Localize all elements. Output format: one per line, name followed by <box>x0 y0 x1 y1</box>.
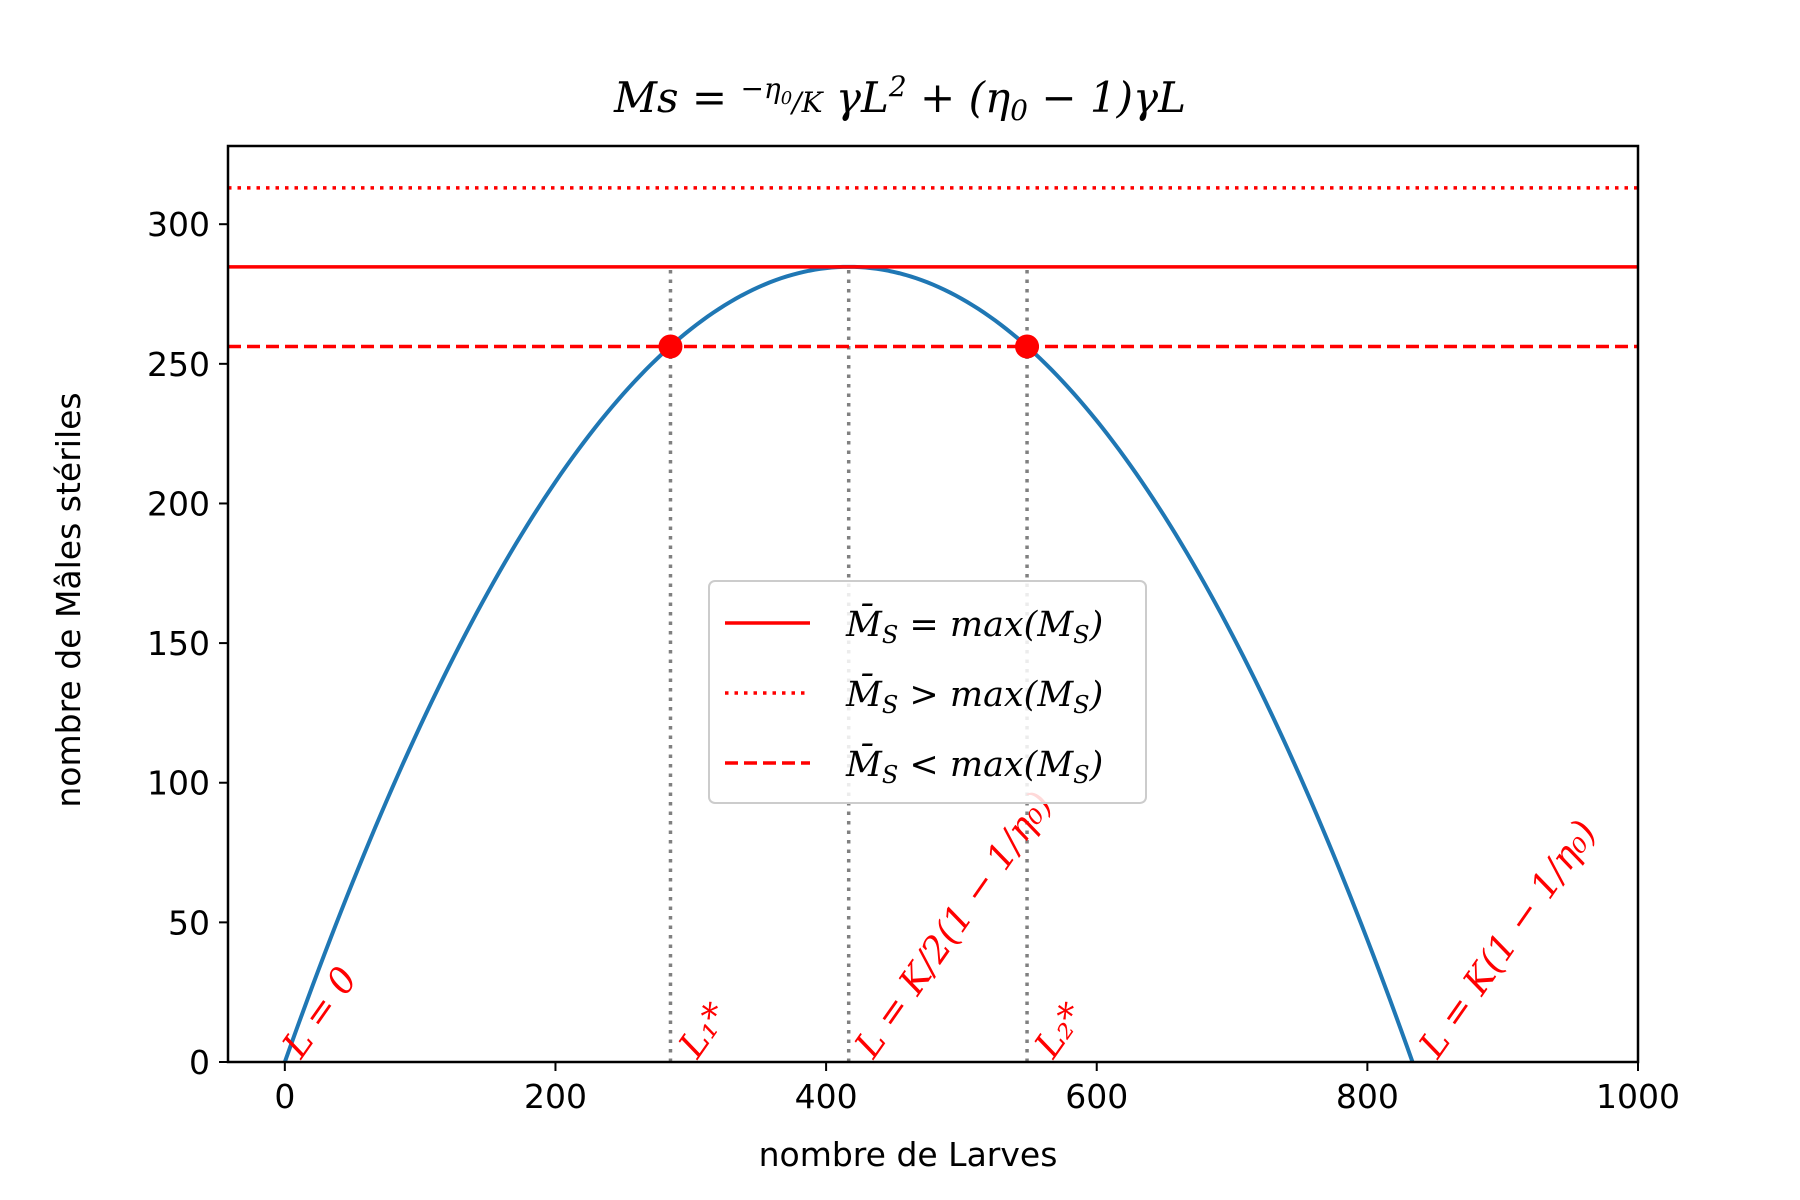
x-tick-label-200: 200 <box>524 1077 587 1116</box>
y-axis-label: nombre de Mâles stériles <box>49 392 88 807</box>
x-tick-label-1000: 1000 <box>1596 1077 1680 1116</box>
legend-label-equal: M̄S = max(MS) <box>845 603 1103 649</box>
legend-label-greater: M̄S > max(MS) <box>845 673 1103 719</box>
legend: M̄S = max(MS) M̄S > max(MS) M̄S < max(MS… <box>708 580 1147 804</box>
legend-label-less: M̄S < max(MS) <box>845 743 1103 789</box>
x-tick-label-800: 800 <box>1336 1077 1399 1116</box>
y-tick-label-0: 0 <box>189 1043 210 1082</box>
y-tick-label-200: 200 <box>147 484 210 523</box>
y-tick-label-150: 150 <box>147 624 210 663</box>
axes-frame <box>226 144 1640 1064</box>
x-tick-label-600: 600 <box>1065 1077 1128 1116</box>
y-tick-label-100: 100 <box>147 764 210 803</box>
intersection-point-1 <box>658 334 683 359</box>
x-axis-label: nombre de Larves <box>759 1135 1058 1174</box>
intersection-point-2 <box>1015 334 1040 359</box>
y-tick-label-250: 250 <box>147 345 210 384</box>
y-tick-label-300: 300 <box>147 205 210 244</box>
y-tick-label-50: 50 <box>168 903 210 942</box>
legend-box <box>708 580 1147 804</box>
x-tick-label-0: 0 <box>274 1077 295 1116</box>
chart-title: Ms = −η0/K γL2 + (η0 − 1)γL <box>613 70 1186 127</box>
x-tick-label-400: 400 <box>795 1077 858 1116</box>
